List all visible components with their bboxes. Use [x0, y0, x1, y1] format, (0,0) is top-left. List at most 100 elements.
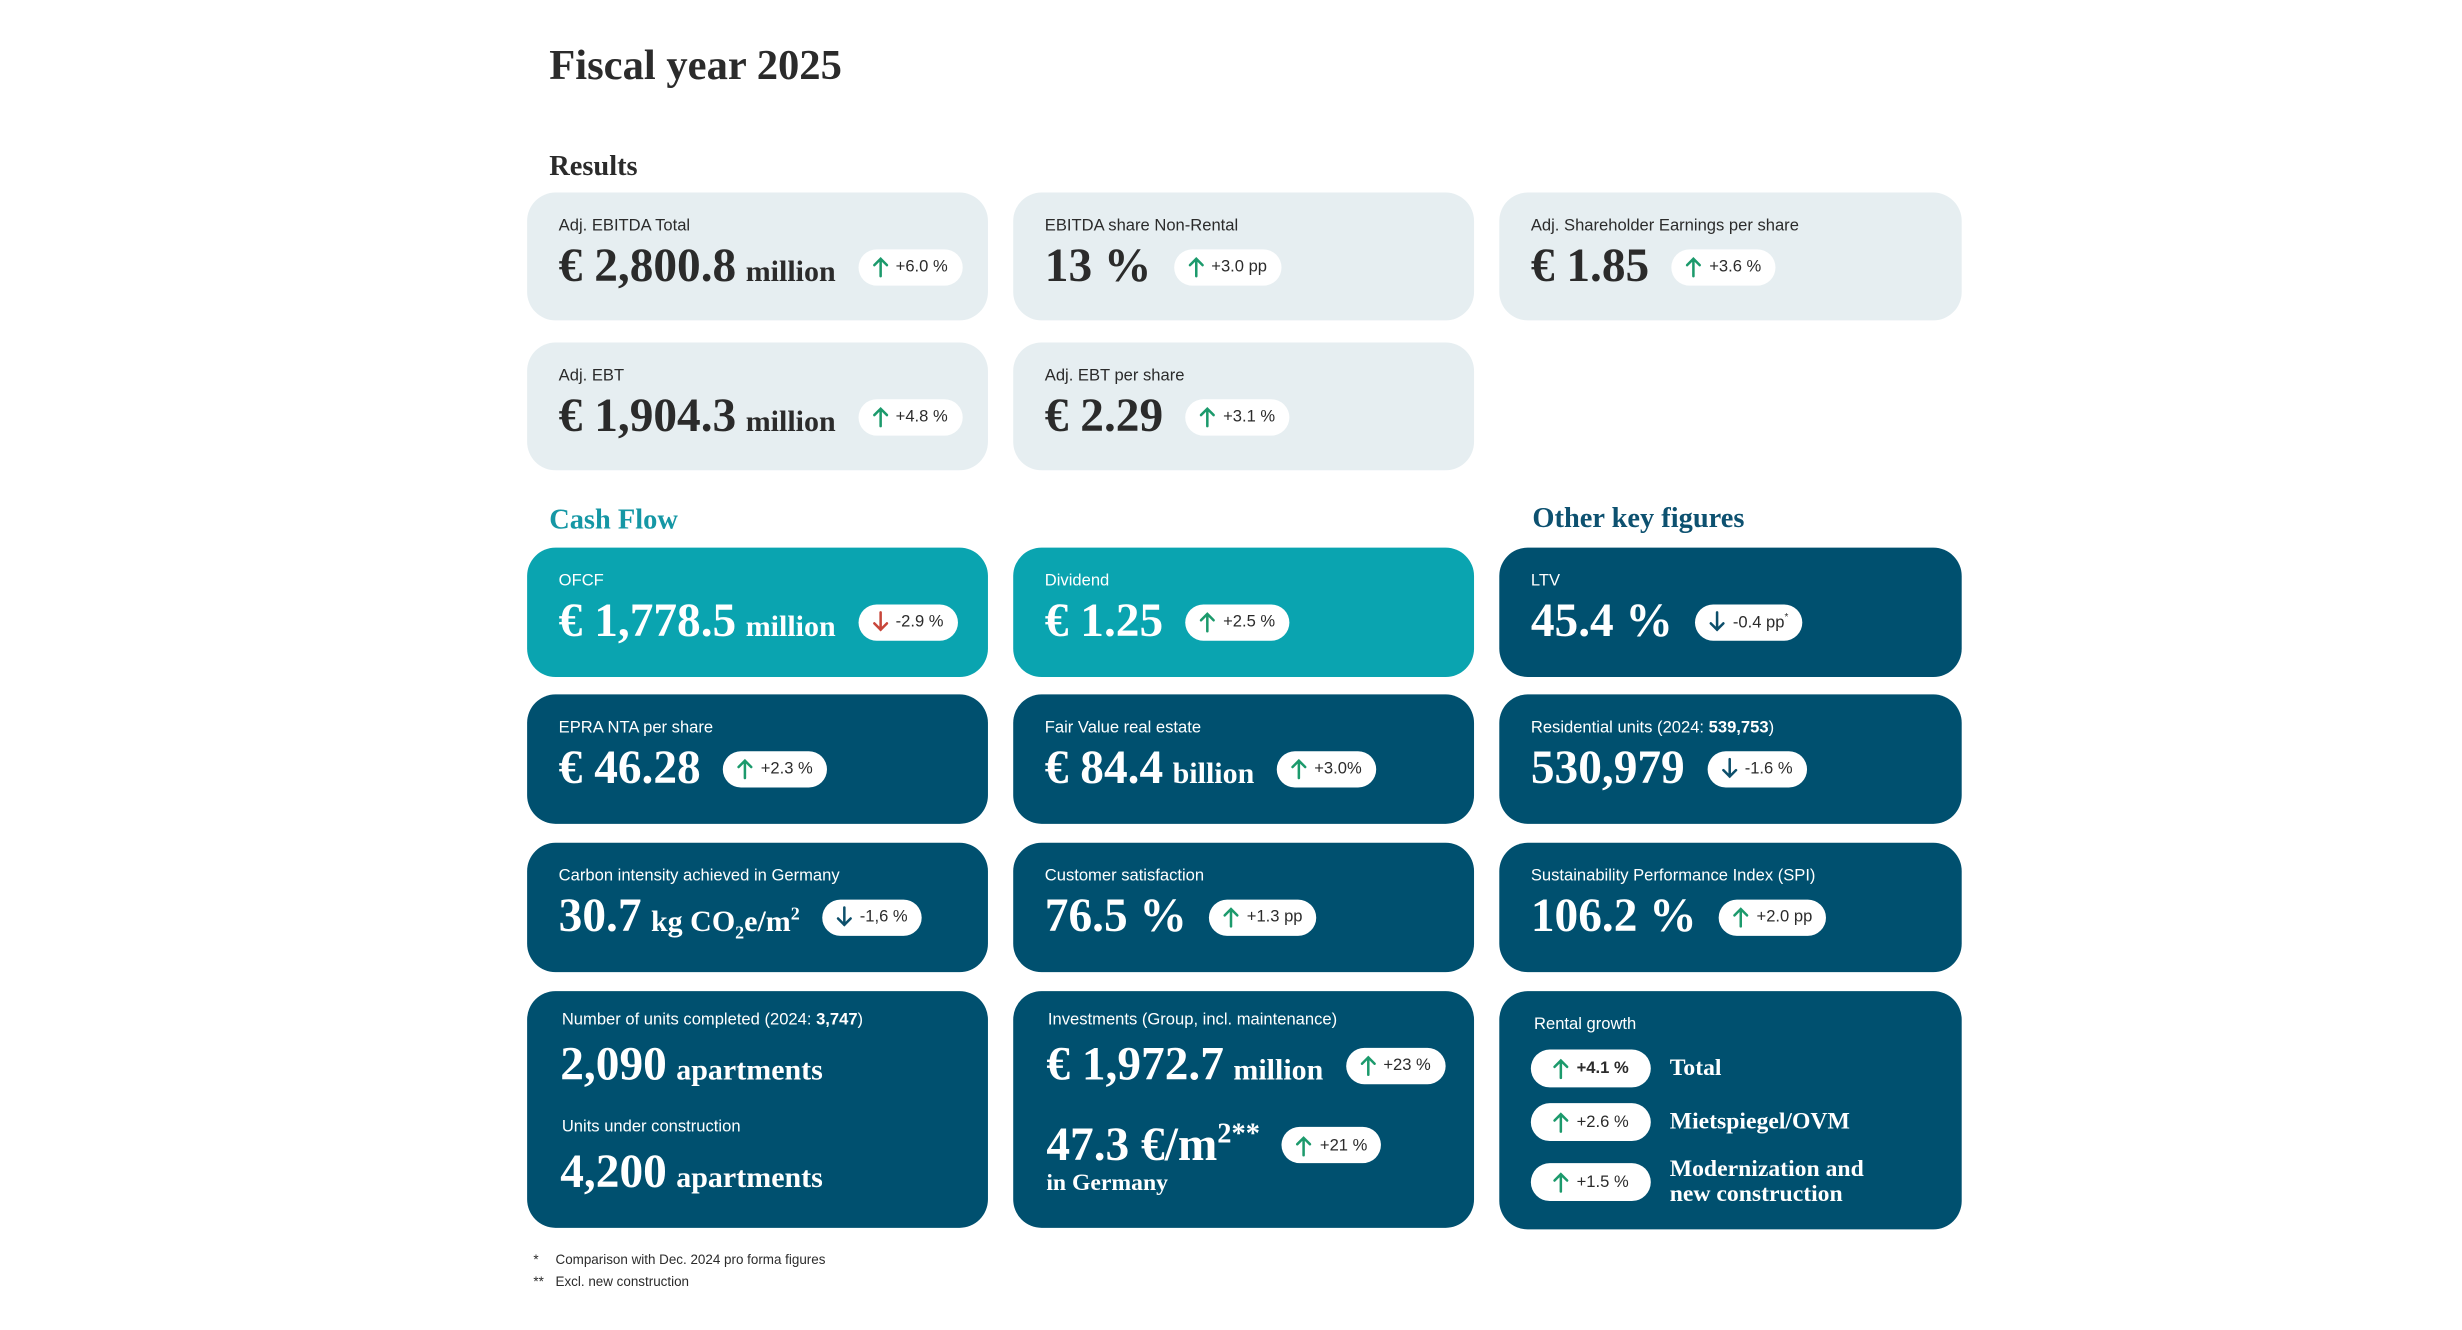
- kpi-card: Investments (Group, incl. maintenance) € …: [1013, 991, 1475, 1228]
- footnote-mark: *: [533, 1251, 539, 1268]
- arrow-icon: [1199, 406, 1215, 428]
- change-pill: +3.6 %: [1671, 248, 1776, 285]
- value-row: 45.4 % -0.4 pp*: [1531, 595, 1803, 649]
- value: 4,200 apartments: [560, 1146, 823, 1200]
- value-row: € 1,778.5 million -2.9 %: [559, 595, 958, 649]
- kpi-card: EPRA NTA per share € 46.28 +2.3 %: [527, 694, 988, 824]
- value: 530,979: [1531, 742, 1685, 796]
- change-text: +6.0 %: [895, 257, 948, 277]
- kpi-card: Rental growth +4.1 % Total +2.6 % Mietspiege…: [1499, 991, 1962, 1230]
- value-row: 530,979 -1.6 %: [1531, 742, 1807, 796]
- arrow-icon: [1553, 1172, 1569, 1193]
- value-number: € 1,778.5: [558, 594, 737, 648]
- change-text: +3.0 pp: [1211, 257, 1268, 277]
- change-text: +1.5 %: [1576, 1172, 1629, 1192]
- card-label: Adj. Shareholder Earnings per share: [1530, 216, 1799, 236]
- card-label: OFCF: [558, 571, 604, 591]
- text-part: 2: [735, 924, 745, 944]
- change-text: +3.1 %: [1223, 407, 1276, 427]
- kpi-card: OFCF € 1,778.5 million -2.9 %: [527, 547, 988, 678]
- change-text: +4.8 %: [895, 407, 948, 427]
- value-number: € 2,800.8: [558, 239, 737, 292]
- value-number: € 1,904.3: [558, 389, 737, 442]
- card-label: Fair Value real estate: [1044, 718, 1202, 738]
- change-pill: +2.6 %: [1530, 1103, 1651, 1142]
- card-label: Customer satisfaction: [1044, 866, 1205, 886]
- unit: million: [1233, 1054, 1324, 1088]
- footnote-text: Excl. new construction: [555, 1273, 690, 1290]
- kpi-card: Carbon intensity achieved in Germany 30.7…: [527, 842, 988, 973]
- kpi-card: Customer satisfaction 76.5 % +1.3 pp: [1013, 842, 1475, 973]
- value-row: 47.3 €/m2** +21 %: [1046, 1117, 1382, 1172]
- arrow-icon: [737, 758, 753, 780]
- value-number: 2,090: [560, 1038, 667, 1091]
- text-part: -0.4 pp: [1732, 612, 1785, 632]
- text-part: kg CO: [651, 905, 736, 940]
- card-label: LTV: [1530, 571, 1561, 591]
- text-part: 3,747: [816, 1010, 858, 1029]
- value-row: € 1,972.7 million +23 %: [1046, 1038, 1445, 1092]
- growth-label: Mietspiegel/OVM: [1669, 1109, 1850, 1135]
- text-part: Number of units completed (2024:: [561, 1010, 817, 1029]
- change-text: +3.0%: [1314, 759, 1362, 779]
- card-label: Sustainability Performance Index (SPI): [1530, 866, 1816, 886]
- value-row: 106.2 % +2.0 pp: [1531, 890, 1827, 944]
- change-text: -1,6 %: [859, 907, 908, 927]
- kpi-card: Adj. EBT per share € 2.29 +3.1 %: [1013, 342, 1475, 471]
- change-text: +4.1 %: [1576, 1058, 1629, 1078]
- arrow-icon: [1199, 612, 1215, 633]
- value: € 1,904.3 million: [559, 390, 836, 444]
- value: € 84.4 billion: [1045, 742, 1255, 796]
- value-row: € 84.4 billion +3.0%: [1045, 742, 1376, 796]
- value-row: 2,090 apartments: [560, 1038, 823, 1092]
- value: € 2.29: [1045, 390, 1163, 444]
- change-pill: +21 %: [1282, 1126, 1382, 1164]
- value-number: 4,200: [560, 1145, 667, 1198]
- arrow-icon: [1733, 907, 1749, 928]
- change-pill: +3.0%: [1276, 750, 1376, 787]
- arrow-icon: [1553, 1058, 1569, 1080]
- text-part: ): [1768, 718, 1775, 738]
- value-number: € 1.25: [1044, 594, 1164, 648]
- change-text: -0.4 pp*: [1733, 612, 1788, 632]
- kpi-card: Number of units completed (2024: 3,747) 2…: [527, 991, 988, 1228]
- value: € 1.85: [1531, 240, 1649, 294]
- change-pill: +23 %: [1345, 1047, 1445, 1084]
- unit: apartments: [676, 1161, 823, 1195]
- value-row: € 2,800.8 million +6.0 %: [559, 240, 962, 294]
- card-label: Dividend: [1044, 571, 1110, 591]
- value-number: 30.7: [558, 890, 642, 943]
- value-row: € 46.28 +2.3 %: [559, 742, 827, 796]
- value: € 2,800.8 million: [559, 240, 836, 294]
- kpi-card: Residential units (2024: 539,753) 530,979…: [1499, 694, 1962, 824]
- change-pill: +4.8 %: [857, 398, 962, 435]
- arrow-icon: [1187, 257, 1204, 278]
- growth-label: Modernization and new construction: [1669, 1156, 1864, 1208]
- card-label: Adj. EBITDA Total: [558, 216, 691, 236]
- text-part: 47.3 €/m: [1046, 1118, 1218, 1172]
- change-pill: -0.4 pp*: [1694, 603, 1803, 640]
- kpi-card: Adj. Shareholder Earnings per share € 1.8…: [1499, 192, 1962, 321]
- value: € 1,972.7 million: [1046, 1038, 1323, 1092]
- kpi-card: Dividend € 1.25 +2.5 %: [1013, 547, 1475, 678]
- arrow-icon: [1359, 1055, 1376, 1077]
- change-text: +21 %: [1319, 1135, 1368, 1155]
- change-text: +1.3 pp: [1246, 907, 1303, 927]
- unit: million: [745, 610, 836, 644]
- card-label: Number of units completed (2024: 3,747): [562, 1010, 863, 1029]
- value-number: € 84.4: [1044, 741, 1164, 794]
- note: in Germany: [1046, 1171, 1169, 1197]
- unit: kg CO2e/m2: [651, 905, 800, 943]
- value: € 46.28: [559, 742, 701, 796]
- kpi-card: Fair Value real estate € 84.4 billion +3.0%: [1013, 694, 1475, 824]
- change-pill: -2.9 %: [857, 603, 958, 640]
- value-number: 13 %: [1044, 239, 1152, 292]
- text-part: 539,753: [1708, 718, 1769, 738]
- unit: billion: [1172, 757, 1255, 791]
- value-number: 76.5 %: [1044, 890, 1187, 943]
- growth-row: +1.5 % Modernization and new construction: [1530, 1156, 1907, 1208]
- change-pill: +2.3 %: [722, 750, 827, 787]
- text-part: Residential units (2024:: [1530, 718, 1709, 738]
- value-number: 47.3 €/m2**: [1046, 1117, 1260, 1172]
- text-part: e/m: [744, 905, 791, 940]
